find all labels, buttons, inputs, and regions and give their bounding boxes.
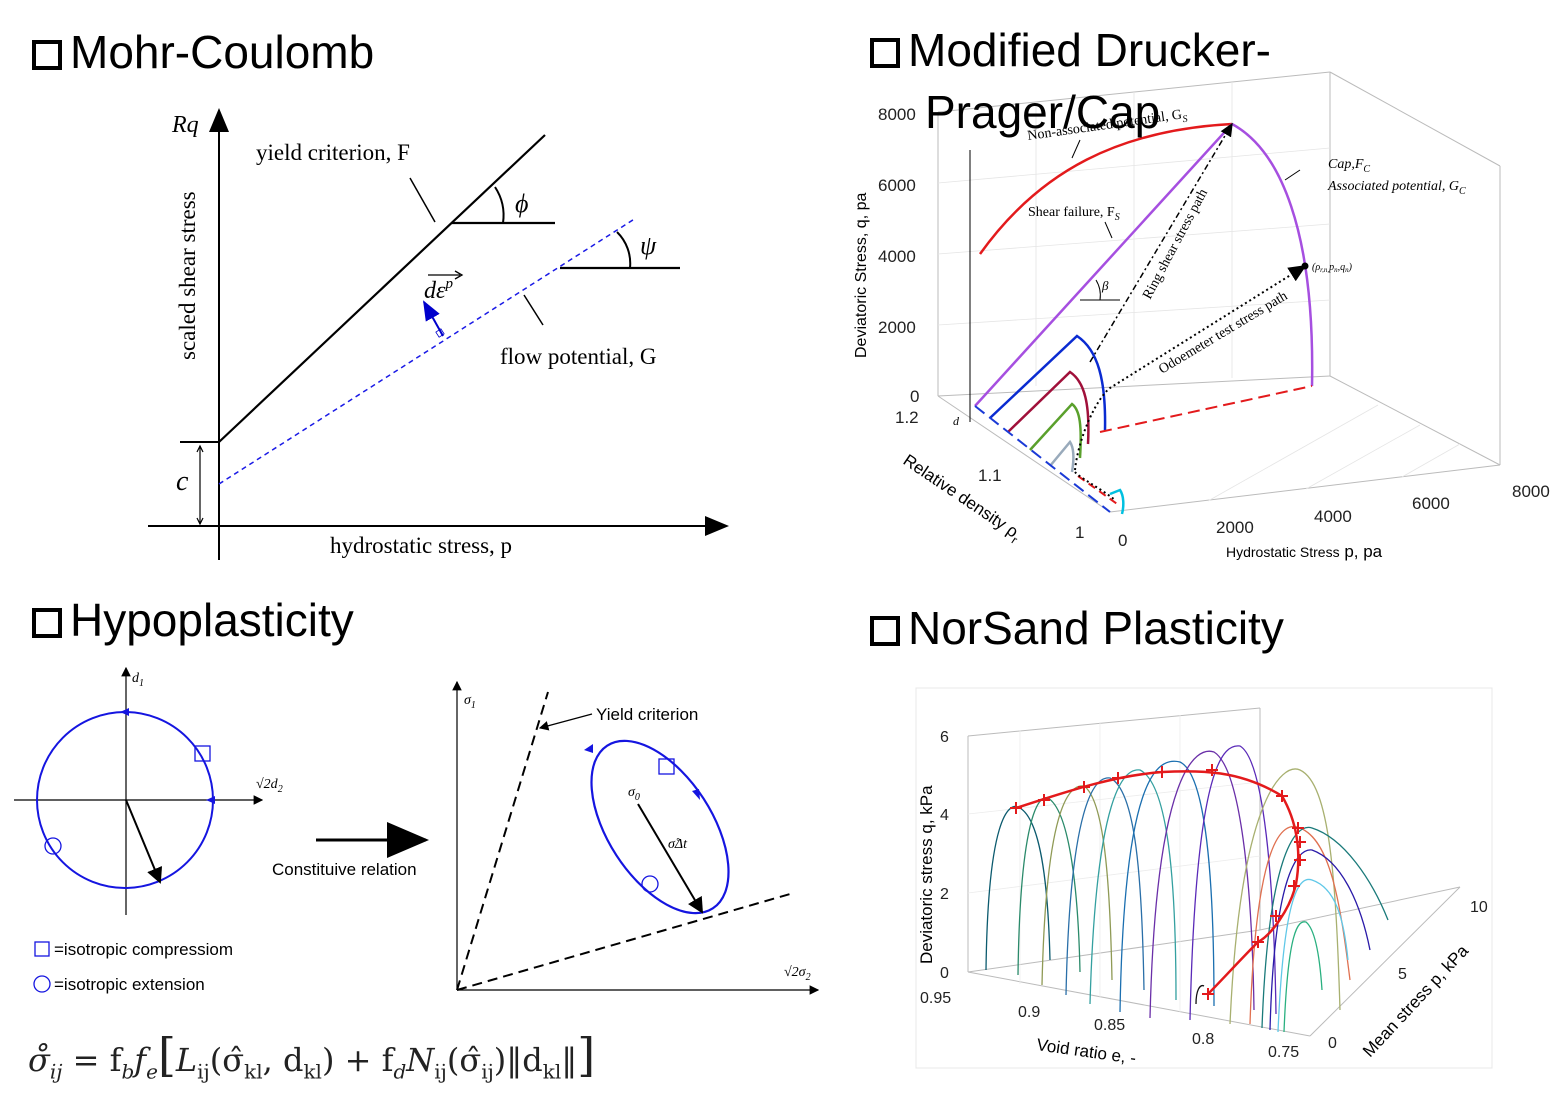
sigma1-label: σ1 — [464, 693, 476, 711]
checkbox-square-icon — [32, 608, 62, 638]
mohr-heading: Mohr-Coulomb — [32, 28, 374, 76]
dp-y-tick: 1.2 — [895, 408, 919, 427]
ns-z-tick: 2 — [940, 886, 949, 903]
legend-circle-icon — [33, 975, 51, 993]
cap-curve — [1231, 122, 1314, 387]
dp-y-tick: 1.1 — [978, 466, 1002, 485]
nonassoc-potential-curve — [978, 122, 1233, 255]
checkbox-square-icon — [870, 616, 900, 646]
ns-x-tick: 0.8 — [1192, 1031, 1214, 1048]
checkbox-square-icon — [32, 40, 62, 70]
odometer-stress-path — [1074, 264, 1307, 471]
yield-line-lower — [456, 893, 791, 991]
dp-z-tick: 2000 — [878, 318, 916, 337]
norsand-path-markers — [1010, 764, 1306, 1000]
psi-arc — [616, 231, 632, 269]
inner-cap-green — [1029, 402, 1082, 459]
stretching-vector — [125, 799, 163, 884]
phi-label: ϕ — [515, 189, 528, 218]
flow-label: flow potential, G — [500, 344, 657, 369]
dp-y-tick: 1 — [1075, 523, 1084, 542]
inner-cap-blue — [989, 334, 1107, 431]
dp-x-tick: 4000 — [1314, 507, 1352, 526]
legend-square-label: =isotropic compressiom — [54, 940, 233, 959]
dp-x-tick: 2000 — [1216, 518, 1254, 537]
norsand-axes-box — [967, 707, 1461, 1037]
dp-z-tick: 6000 — [878, 176, 916, 195]
drucker-prager-cap-plot: 8000 6000 4000 2000 0 0 2000 4000 6000 8… — [853, 71, 1550, 561]
norsand-heading: NorSand Plasticity — [870, 604, 1284, 652]
yield-criterion-label: Yield criterion — [596, 705, 698, 724]
stress-rate-vector — [637, 803, 704, 914]
cap-label: Cap,FC — [1328, 157, 1370, 175]
ns-x-label: Void ratio e, - — [1035, 1035, 1137, 1068]
inner-cap-grey — [1049, 439, 1075, 473]
hypoplastic-equation: σ̊ij = fbfe[Lij(σ̂kl, dkl) + fdNij(σ̂ij)… — [28, 1028, 596, 1084]
ns-x-tick: 0.85 — [1094, 1017, 1125, 1034]
ns-y-tick: 5 — [1398, 966, 1407, 983]
checkbox-square-icon — [870, 38, 900, 68]
flow-potential-line — [218, 217, 637, 485]
dp-z-label: Deviatoric Stress, q, pa — [853, 193, 870, 359]
sigma0-label: σ0 — [628, 785, 640, 803]
dp-x-tick: 0 — [1118, 531, 1127, 550]
ns-y-label: Mean stress p, kPa — [1359, 941, 1473, 1061]
dp-z-tick: 8000 — [878, 105, 916, 124]
strain-label: dεp — [424, 276, 453, 304]
mohr-y-label: scaled shear stress — [175, 191, 200, 360]
phi-arc — [494, 186, 505, 224]
norsand-critical-path — [1015, 770, 1300, 995]
compression-square-marker — [194, 745, 211, 762]
strain-increment-arrow — [423, 300, 444, 337]
stress-rate-label: σ̊Δt — [668, 837, 688, 852]
dp-x-label: Hydrostatic Stress p, pa — [1226, 542, 1383, 561]
yield-label: yield criterion, F — [256, 140, 410, 165]
dp-z-tick: 4000 — [878, 247, 916, 266]
ns-y-tick: 10 — [1470, 899, 1488, 916]
ns-z-tick: 6 — [940, 729, 949, 746]
yield-surfaces — [985, 745, 1389, 1033]
ring-shear-stress-path — [1089, 122, 1233, 363]
mohr-x-label: hydrostatic stress, p — [330, 533, 512, 558]
dp-x-tick: 8000 — [1512, 482, 1550, 501]
ns-x-tick: 0.75 — [1268, 1044, 1299, 1061]
sigma2-label: √2σ2 — [784, 965, 811, 983]
psi-label: ψ — [640, 231, 657, 260]
ns-x-tick: 0.9 — [1018, 1004, 1040, 1021]
d1-label: d1 — [132, 671, 144, 689]
mohr-y-symbol: Rq — [171, 112, 199, 138]
stress-response-ellipse — [590, 739, 730, 915]
cohesion-label: c — [176, 466, 189, 497]
inner-cap-maroon — [1007, 370, 1090, 445]
legend-circle-label: =isotropic extension — [54, 975, 205, 994]
yield-criterion-line — [218, 134, 546, 443]
hypoplasticity-diagram: d1 √2d2 Constituive relation σ1 √2σ2 Yie… — [14, 666, 820, 995]
sqrt2d2-label: √2d2 — [256, 777, 283, 795]
dp-x-tick: 6000 — [1412, 494, 1450, 513]
legend-square-icon — [34, 941, 50, 957]
ns-z-label: Deviatoric stress q, kPa — [917, 785, 936, 964]
shear-failure-label: Shear failure, FS — [1028, 205, 1120, 223]
dp-d-label: d — [953, 414, 960, 428]
ns-x-tick: 0.95 — [920, 990, 951, 1007]
mohr-coulomb-diagram: Rq scaled shear stress hydrostatic stres… — [148, 108, 729, 560]
hypo-heading: Hypoplasticity — [32, 596, 354, 644]
yield-line-upper — [456, 691, 549, 991]
ns-z-tick: 0 — [940, 965, 949, 982]
ns-z-tick: 4 — [940, 807, 949, 824]
extension-circle-marker — [44, 837, 62, 855]
dp-heading: Modified Drucker- — [870, 26, 1271, 74]
inner-cap-cyan — [1109, 488, 1125, 515]
shear-failure-line — [974, 123, 1233, 407]
cap-assoc-label: Associated potential, GC — [1327, 179, 1466, 197]
dp-heading-line2: Prager/Cap — [925, 86, 1161, 138]
constitutive-label: Constituive relation — [272, 860, 417, 879]
ns-y-tick: 0 — [1328, 1035, 1337, 1052]
dp-z-tick: 0 — [910, 387, 919, 406]
point-label: (ρr,n,pn,qn) — [1312, 262, 1353, 274]
beta-label: β — [1101, 278, 1109, 293]
